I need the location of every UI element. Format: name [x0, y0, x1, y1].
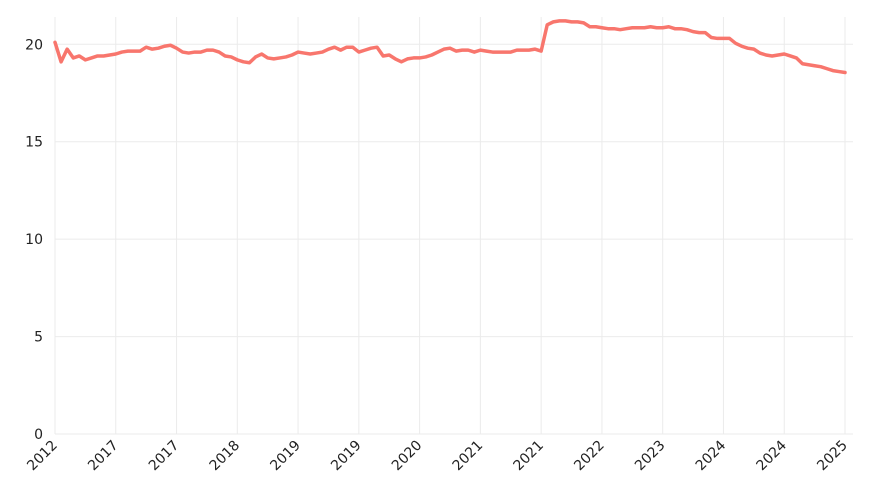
y-tick-label: 5 [34, 330, 43, 346]
x-tick-label: 2022 [571, 438, 608, 475]
x-tick-label: 2023 [632, 438, 669, 475]
x-tick-label: 2019 [328, 438, 365, 475]
x-tick-label: 2019 [267, 438, 304, 475]
x-tick-label: 2017 [85, 438, 122, 475]
y-tick-label: 10 [25, 232, 43, 248]
x-tick-label: 2021 [450, 438, 487, 475]
x-tick-label: 2021 [510, 438, 547, 475]
x-tick-label: 2018 [207, 438, 244, 475]
x-tick-label: 2024 [754, 437, 791, 474]
x-tick-label: 2025 [814, 438, 851, 475]
y-tick-label: 0 [34, 427, 43, 443]
y-tick-label: 15 [25, 135, 43, 151]
x-tick-label: 2020 [389, 438, 426, 475]
data-line [53, 19, 847, 75]
x-tick-label: 2024 [693, 437, 730, 474]
x-tick-label: 2017 [146, 438, 183, 475]
y-tick-label: 20 [25, 37, 43, 53]
